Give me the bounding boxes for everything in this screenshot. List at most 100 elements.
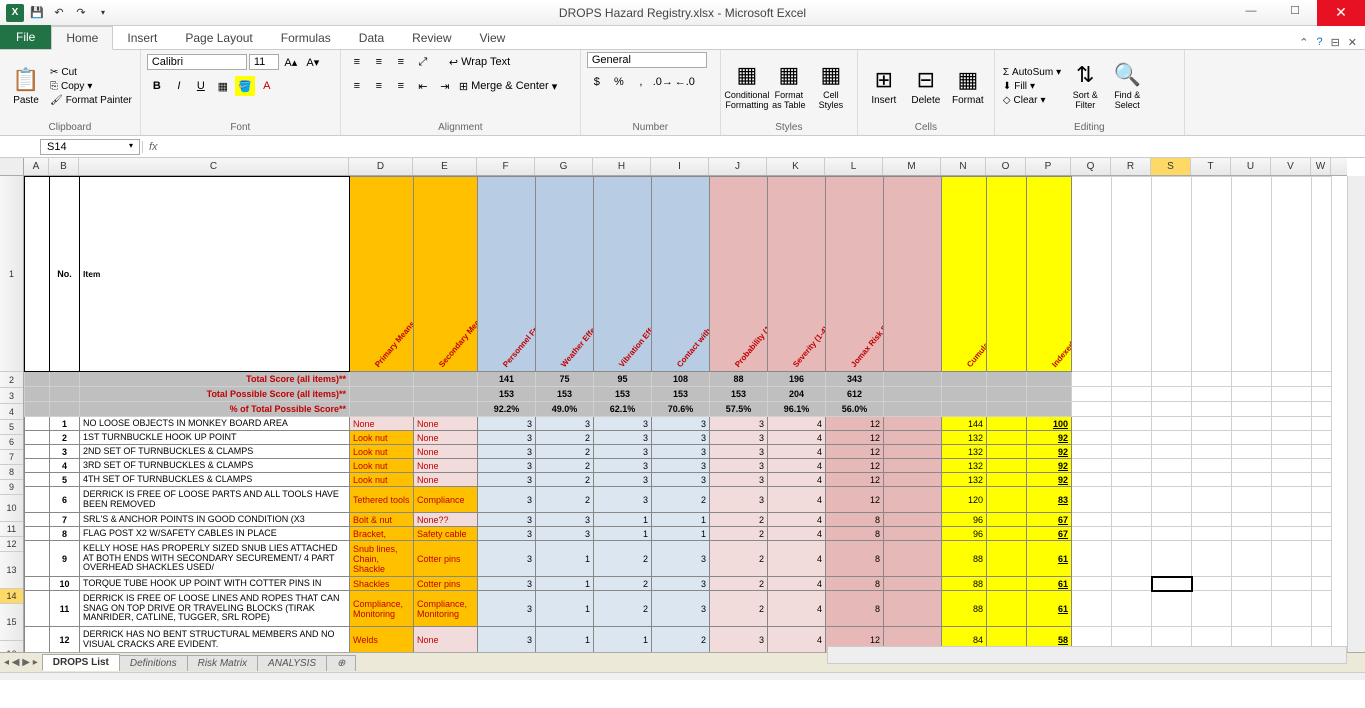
format-painter-button[interactable]: 🖌Format Painter xyxy=(48,94,134,107)
shrink-font-icon[interactable]: A▾ xyxy=(303,52,323,72)
grow-font-icon[interactable]: A▴ xyxy=(281,52,301,72)
increase-decimal-icon[interactable]: .0→ xyxy=(653,72,673,92)
save-icon[interactable]: 💾 xyxy=(26,2,48,24)
sheet-tab[interactable]: Risk Matrix xyxy=(187,655,258,671)
autosum-button[interactable]: Σ AutoSum ▾ xyxy=(1001,66,1063,79)
col-header-P[interactable]: P xyxy=(1026,158,1071,175)
col-header-S[interactable]: S xyxy=(1151,158,1191,175)
merge-center-button[interactable]: ⊞Merge & Center ▾ xyxy=(457,79,559,94)
cell-styles-button[interactable]: ▦Cell Styles xyxy=(811,54,851,118)
row-header-14[interactable]: 14 xyxy=(0,589,23,604)
font-color-button[interactable]: A xyxy=(257,76,277,96)
align-right-icon[interactable]: ≡ xyxy=(391,76,411,96)
col-header-B[interactable]: B xyxy=(49,158,79,175)
cut-button[interactable]: ✂Cut xyxy=(48,66,134,79)
minimize-ribbon-icon[interactable]: ⌃ xyxy=(1299,36,1308,49)
new-sheet-icon[interactable]: ⊕ xyxy=(326,655,356,671)
col-header-T[interactable]: T xyxy=(1191,158,1231,175)
col-header-L[interactable]: L xyxy=(825,158,883,175)
qat-dropdown-icon[interactable]: ▾ xyxy=(92,2,114,24)
row-header-2[interactable]: 2 xyxy=(0,372,23,388)
delete-cells-button[interactable]: ⊟Delete xyxy=(906,54,946,118)
align-left-icon[interactable]: ≡ xyxy=(347,76,367,96)
col-header-J[interactable]: J xyxy=(709,158,767,175)
row-header-7[interactable]: 7 xyxy=(0,450,23,465)
maximize-button[interactable]: ☐ xyxy=(1273,0,1317,22)
name-box[interactable]: S14▾ xyxy=(40,139,140,155)
vertical-scrollbar[interactable] xyxy=(1347,176,1365,680)
tab-view[interactable]: View xyxy=(466,27,520,49)
row-header-1[interactable]: 1 xyxy=(0,176,23,372)
col-header-U[interactable]: U xyxy=(1231,158,1271,175)
bold-button[interactable]: B xyxy=(147,76,167,96)
row-header-6[interactable]: 6 xyxy=(0,435,23,450)
sheet-tab[interactable]: ANALYSIS xyxy=(257,655,327,671)
col-header-F[interactable]: F xyxy=(477,158,535,175)
align-center-icon[interactable]: ≡ xyxy=(369,76,389,96)
help-icon[interactable]: ? xyxy=(1316,36,1322,49)
paste-button[interactable]: 📋Paste xyxy=(6,54,46,118)
col-header-K[interactable]: K xyxy=(767,158,825,175)
align-top-icon[interactable]: ≡ xyxy=(347,52,367,72)
increase-indent-icon[interactable]: ⇥ xyxy=(435,76,455,96)
minimize-button[interactable]: — xyxy=(1229,0,1273,22)
clear-button[interactable]: ◇ Clear ▾ xyxy=(1001,94,1063,107)
comma-icon[interactable]: , xyxy=(631,72,651,92)
col-header-A[interactable]: A xyxy=(24,158,49,175)
underline-button[interactable]: U xyxy=(191,76,211,96)
col-header-I[interactable]: I xyxy=(651,158,709,175)
orientation-icon[interactable]: ⤢ xyxy=(413,52,433,72)
decrease-indent-icon[interactable]: ⇤ xyxy=(413,76,433,96)
tab-data[interactable]: Data xyxy=(345,27,398,49)
grid[interactable]: No.ItemPrimary Means of Securement**Seco… xyxy=(24,176,1347,680)
col-header-O[interactable]: O xyxy=(986,158,1026,175)
row-header-15[interactable]: 15 xyxy=(0,604,23,641)
format-as-table-button[interactable]: ▦Format as Table xyxy=(769,54,809,118)
col-header-V[interactable]: V xyxy=(1271,158,1311,175)
window-restore-icon[interactable]: ⊟ xyxy=(1331,36,1340,49)
border-button[interactable]: ▦ xyxy=(213,76,233,96)
col-header-E[interactable]: E xyxy=(413,158,477,175)
redo-icon[interactable]: ↷ xyxy=(70,2,92,24)
conditional-formatting-button[interactable]: ▦Conditional Formatting xyxy=(727,54,767,118)
insert-cells-button[interactable]: ⊞Insert xyxy=(864,54,904,118)
fill-color-button[interactable]: 🪣 xyxy=(235,76,255,96)
copy-button[interactable]: ⎘Copy ▾ xyxy=(48,80,134,93)
row-header-12[interactable]: 12 xyxy=(0,537,23,552)
sheet-tab-active[interactable]: DROPS List xyxy=(42,654,120,671)
tab-home[interactable]: Home xyxy=(51,26,113,50)
row-header-4[interactable]: 4 xyxy=(0,404,23,420)
percent-icon[interactable]: % xyxy=(609,72,629,92)
col-header-G[interactable]: G xyxy=(535,158,593,175)
row-header-10[interactable]: 10 xyxy=(0,495,23,522)
currency-icon[interactable]: $ xyxy=(587,72,607,92)
col-header-N[interactable]: N xyxy=(941,158,986,175)
close-button[interactable]: ✕ xyxy=(1317,0,1365,26)
col-header-H[interactable]: H xyxy=(593,158,651,175)
row-header-9[interactable]: 9 xyxy=(0,480,23,495)
undo-icon[interactable]: ↶ xyxy=(48,2,70,24)
row-header-13[interactable]: 13 xyxy=(0,552,23,589)
decrease-decimal-icon[interactable]: ←.0 xyxy=(675,72,695,92)
find-select-button[interactable]: 🔍Find & Select xyxy=(1107,54,1147,118)
row-header-11[interactable]: 11 xyxy=(0,522,23,537)
sheet-nav[interactable]: ◂ ◀ ▶ ▸ xyxy=(0,657,42,668)
col-header-Q[interactable]: Q xyxy=(1071,158,1111,175)
excel-icon[interactable]: X xyxy=(4,2,26,24)
fill-button[interactable]: ⬇ Fill ▾ xyxy=(1001,80,1063,93)
italic-button[interactable]: I xyxy=(169,76,189,96)
number-format-select[interactable]: General xyxy=(587,52,707,68)
tab-insert[interactable]: Insert xyxy=(113,27,171,49)
col-header-C[interactable]: C xyxy=(79,158,349,175)
font-size-select[interactable]: 11 xyxy=(249,54,279,70)
tab-review[interactable]: Review xyxy=(398,27,465,49)
col-header-M[interactable]: M xyxy=(883,158,941,175)
formula-input[interactable] xyxy=(164,140,1365,154)
col-header-W[interactable]: W xyxy=(1311,158,1331,175)
sort-filter-button[interactable]: ⇅Sort & Filter xyxy=(1065,54,1105,118)
file-tab[interactable]: File xyxy=(0,25,51,49)
row-header-8[interactable]: 8 xyxy=(0,465,23,480)
row-header-3[interactable]: 3 xyxy=(0,388,23,404)
wrap-text-button[interactable]: ↩Wrap Text xyxy=(447,55,512,70)
col-header-D[interactable]: D xyxy=(349,158,413,175)
